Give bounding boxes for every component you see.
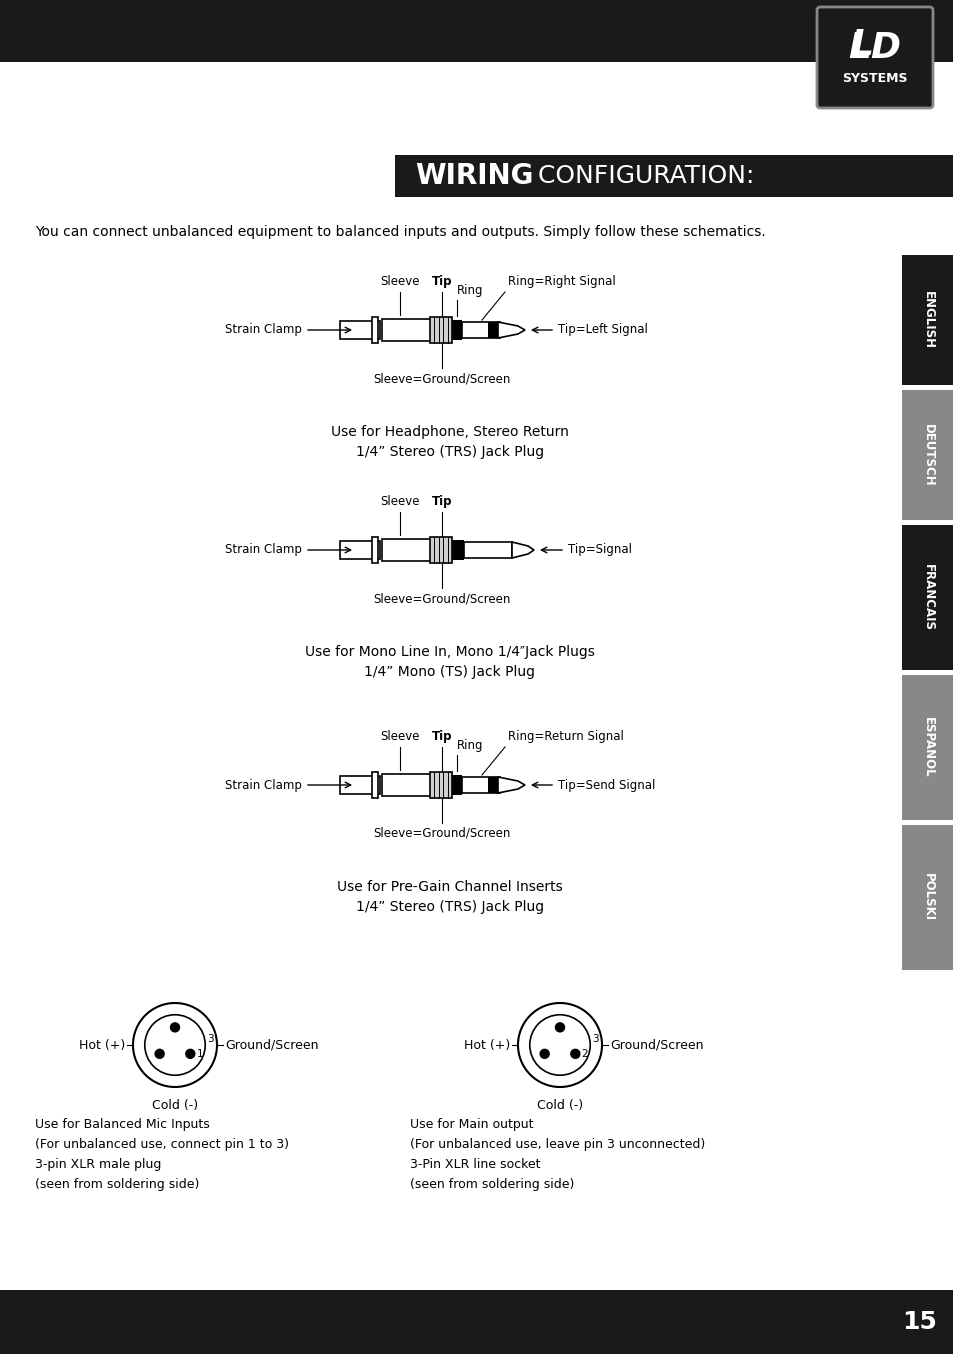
Bar bbox=[339, 776, 379, 793]
Bar bbox=[339, 321, 379, 338]
Circle shape bbox=[555, 1022, 564, 1032]
Text: Tip=Send Signal: Tip=Send Signal bbox=[558, 779, 655, 792]
Text: Sleeve=Ground/Screen: Sleeve=Ground/Screen bbox=[373, 592, 510, 605]
Text: 1/4” Mono (TS) Jack Plug: 1/4” Mono (TS) Jack Plug bbox=[364, 665, 535, 678]
Text: 3: 3 bbox=[207, 1034, 213, 1044]
Circle shape bbox=[529, 1014, 590, 1075]
Text: Sleeve=Ground/Screen: Sleeve=Ground/Screen bbox=[373, 372, 510, 385]
Circle shape bbox=[145, 1014, 205, 1075]
Text: Tip: Tip bbox=[432, 275, 452, 288]
Text: L: L bbox=[850, 28, 873, 62]
Text: CONFIGURATION:: CONFIGURATION: bbox=[530, 164, 754, 188]
Polygon shape bbox=[512, 542, 534, 558]
Circle shape bbox=[539, 1049, 549, 1059]
Bar bbox=[901, 676, 953, 821]
Text: Sleeve: Sleeve bbox=[380, 275, 419, 288]
Bar bbox=[395, 154, 953, 196]
Bar bbox=[463, 542, 512, 558]
Text: DEUTSCH: DEUTSCH bbox=[921, 424, 934, 486]
Text: ESPANOL: ESPANOL bbox=[921, 718, 934, 777]
Bar bbox=[461, 777, 499, 793]
Text: (For unbalanced use, leave pin 3 unconnected): (For unbalanced use, leave pin 3 unconne… bbox=[410, 1137, 704, 1151]
Text: WIRING: WIRING bbox=[415, 162, 533, 190]
Bar bbox=[452, 774, 461, 795]
Text: Strain Clamp: Strain Clamp bbox=[225, 779, 302, 792]
Text: Strain Clamp: Strain Clamp bbox=[225, 543, 302, 556]
Text: (seen from soldering side): (seen from soldering side) bbox=[35, 1178, 199, 1192]
Text: POLSKI: POLSKI bbox=[921, 873, 934, 922]
Text: Ring: Ring bbox=[456, 284, 483, 297]
Text: You can connect unbalanced equipment to balanced inputs and outputs. Simply foll: You can connect unbalanced equipment to … bbox=[35, 225, 765, 240]
Text: Ground/Screen: Ground/Screen bbox=[609, 1039, 702, 1052]
Circle shape bbox=[132, 1003, 216, 1087]
Text: Tip=Left Signal: Tip=Left Signal bbox=[558, 324, 647, 337]
Text: 3: 3 bbox=[592, 1034, 598, 1044]
Bar bbox=[430, 317, 452, 343]
Bar bbox=[372, 317, 377, 343]
Text: Hot (+): Hot (+) bbox=[79, 1039, 125, 1052]
Bar bbox=[488, 777, 497, 793]
Bar bbox=[901, 255, 953, 385]
Bar bbox=[430, 538, 452, 563]
Bar bbox=[901, 525, 953, 670]
Bar bbox=[381, 539, 432, 561]
Bar bbox=[452, 320, 461, 340]
Bar bbox=[488, 322, 497, 338]
Text: Hot (+): Hot (+) bbox=[463, 1039, 510, 1052]
Text: Tip: Tip bbox=[432, 496, 452, 508]
Text: Cold (-): Cold (-) bbox=[152, 1099, 198, 1112]
Text: Tip=Signal: Tip=Signal bbox=[567, 543, 631, 556]
Text: Sleeve: Sleeve bbox=[380, 496, 419, 508]
Text: Use for Mono Line In, Mono 1/4″Jack Plugs: Use for Mono Line In, Mono 1/4″Jack Plug… bbox=[305, 645, 595, 659]
Bar bbox=[372, 538, 377, 563]
Text: LD: LD bbox=[847, 31, 901, 65]
Bar bbox=[452, 540, 463, 561]
Polygon shape bbox=[497, 322, 524, 338]
Text: (seen from soldering side): (seen from soldering side) bbox=[410, 1178, 574, 1192]
Text: 3-pin XLR male plug: 3-pin XLR male plug bbox=[35, 1158, 161, 1171]
Bar bbox=[0, 0, 953, 62]
Circle shape bbox=[155, 1049, 164, 1059]
Text: 3-Pin XLR line socket: 3-Pin XLR line socket bbox=[410, 1158, 540, 1171]
Bar bbox=[381, 774, 432, 796]
Text: FRANCAIS: FRANCAIS bbox=[921, 565, 934, 631]
Text: Tip: Tip bbox=[432, 730, 452, 743]
Text: Strain Clamp: Strain Clamp bbox=[225, 324, 302, 337]
Text: Use for Balanced Mic Inputs: Use for Balanced Mic Inputs bbox=[35, 1118, 210, 1131]
Circle shape bbox=[186, 1049, 194, 1059]
Text: Use for Main output: Use for Main output bbox=[410, 1118, 533, 1131]
Text: Use for Pre-Gain Channel Inserts: Use for Pre-Gain Channel Inserts bbox=[336, 880, 562, 894]
Text: Ring=Return Signal: Ring=Return Signal bbox=[507, 730, 623, 743]
Text: Ground/Screen: Ground/Screen bbox=[225, 1039, 318, 1052]
Text: Use for Headphone, Stereo Return: Use for Headphone, Stereo Return bbox=[331, 425, 568, 439]
Circle shape bbox=[171, 1022, 179, 1032]
Text: 15: 15 bbox=[902, 1311, 937, 1334]
Text: SYSTEMS: SYSTEMS bbox=[841, 72, 907, 84]
Text: 1/4” Stereo (TRS) Jack Plug: 1/4” Stereo (TRS) Jack Plug bbox=[355, 445, 543, 459]
Bar bbox=[461, 322, 499, 338]
Bar bbox=[381, 320, 432, 341]
Polygon shape bbox=[497, 777, 524, 793]
Bar bbox=[0, 1290, 953, 1354]
Text: 2: 2 bbox=[580, 1049, 587, 1059]
Circle shape bbox=[517, 1003, 601, 1087]
FancyBboxPatch shape bbox=[816, 7, 932, 108]
Bar bbox=[901, 825, 953, 969]
Text: Cold (-): Cold (-) bbox=[537, 1099, 582, 1112]
Text: ENGLISH: ENGLISH bbox=[921, 291, 934, 349]
Circle shape bbox=[570, 1049, 579, 1059]
Text: 1/4” Stereo (TRS) Jack Plug: 1/4” Stereo (TRS) Jack Plug bbox=[355, 900, 543, 914]
Text: Sleeve: Sleeve bbox=[380, 730, 419, 743]
Bar bbox=[430, 772, 452, 798]
Text: Ring: Ring bbox=[456, 739, 483, 751]
Text: Ring=Right Signal: Ring=Right Signal bbox=[507, 275, 615, 288]
Text: (For unbalanced use, connect pin 1 to 3): (For unbalanced use, connect pin 1 to 3) bbox=[35, 1137, 289, 1151]
Bar bbox=[372, 772, 377, 798]
Text: Sleeve=Ground/Screen: Sleeve=Ground/Screen bbox=[373, 827, 510, 839]
Bar bbox=[339, 542, 379, 559]
Bar bbox=[901, 390, 953, 520]
Text: 1: 1 bbox=[196, 1049, 203, 1059]
